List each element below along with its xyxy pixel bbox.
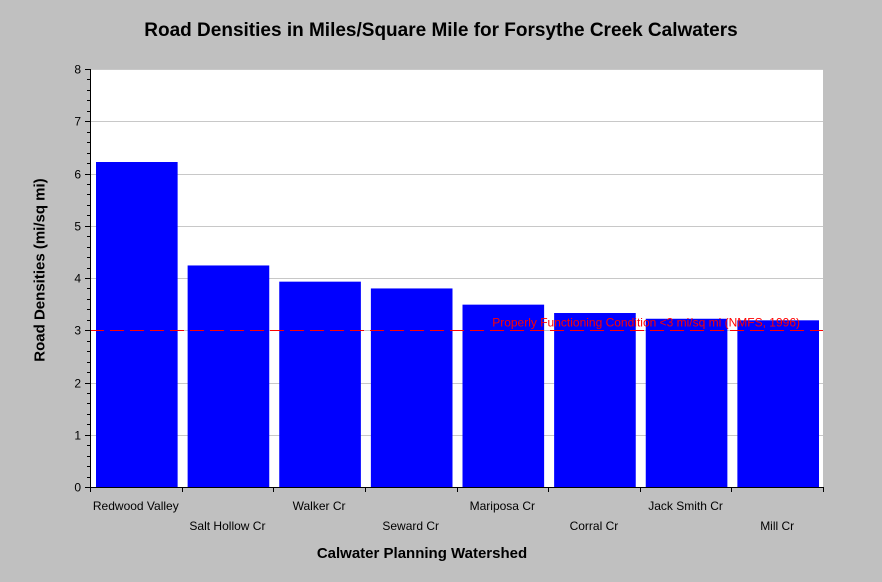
x-tick-label: Mariposa Cr [470,499,535,513]
y-tick-label: 0 [74,481,81,495]
x-tick-label: Walker Cr [293,499,346,513]
x-tick-labels: Redwood Valley Salt Hollow Cr Walker Cr Sew… [93,499,794,533]
x-tick-label: Salt Hollow Cr [189,519,265,533]
reference-line-group: Properly Functioning Condition <3 mi/sq … [90,316,823,331]
y-tick-label: 5 [74,220,81,234]
x-tick-label: Seward Cr [382,519,439,533]
bar [96,162,178,487]
bar [645,318,728,487]
bar [554,313,636,487]
y-tick-label: 3 [74,324,81,338]
bar [737,320,819,487]
y-tick-label: 2 [74,377,81,391]
y-tick-label: 8 [74,63,81,77]
y-tick-label: 1 [74,429,81,443]
x-tick-label: Redwood Valley [93,499,179,513]
y-tick-labels: 0 1 2 3 4 5 6 7 8 [74,63,81,495]
bar [370,288,453,487]
bar [462,304,545,487]
y-tick-label: 4 [74,272,81,286]
bars [96,162,819,487]
bar [279,281,361,487]
x-tick-label: Jack Smith Cr [648,499,723,513]
x-axis-title: Calwater Planning Watershed [316,545,528,562]
reference-line-label: Properly Functioning Condition <3 mi/sq … [492,316,800,330]
bar [187,265,270,487]
x-tick-label: Corral Cr [570,519,619,533]
x-tick-label: Mill Cr [760,519,794,533]
y-tick-label: 6 [74,168,81,182]
chart-title: Road Densities in Miles/Square Mile for … [144,20,738,41]
axes [85,69,824,492]
y-tick-label: 7 [74,115,81,129]
